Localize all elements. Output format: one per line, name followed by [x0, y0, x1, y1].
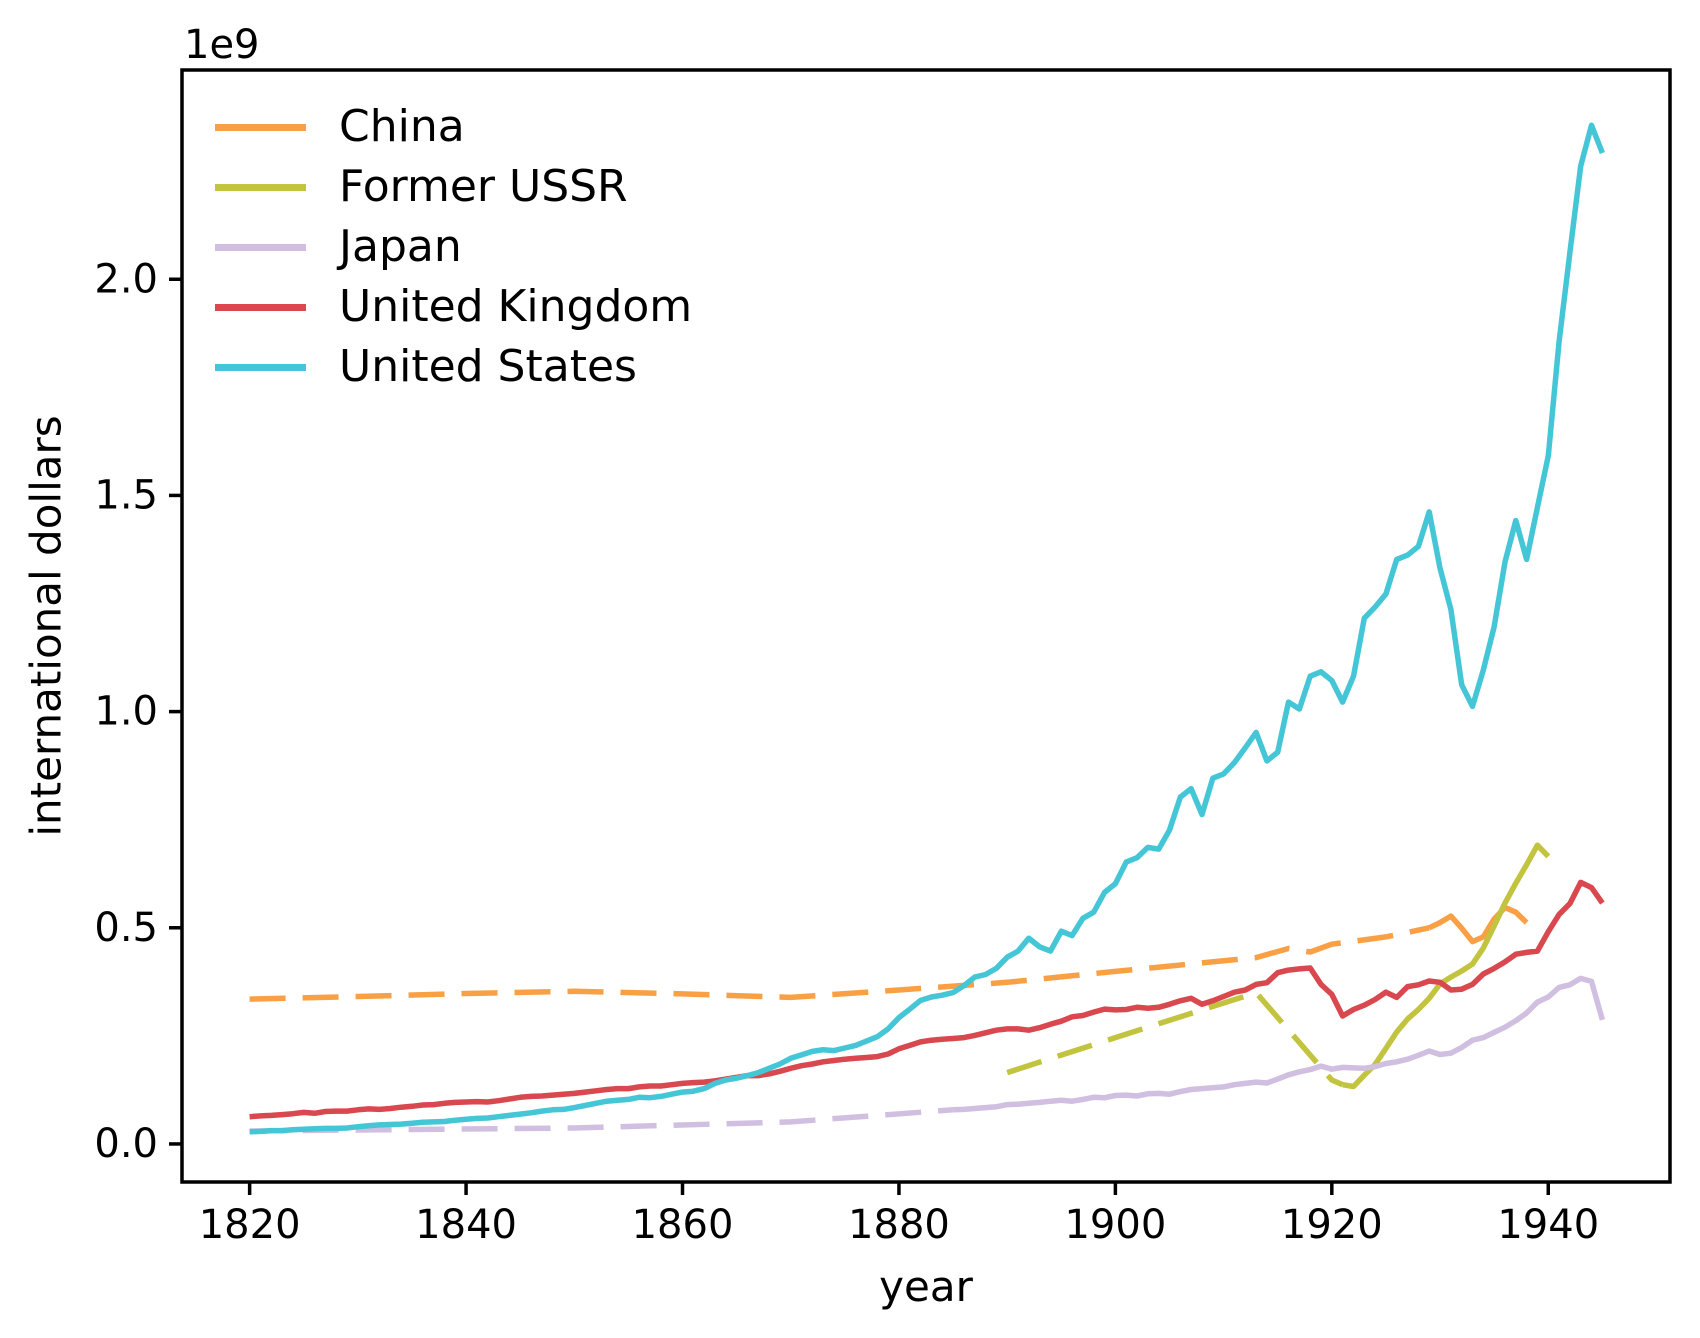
legend-entry-china: China [215, 97, 692, 157]
x-tick-label-1860: 1860 [632, 1202, 734, 1248]
legend-swatch-former-ussr [215, 183, 306, 191]
legend-entry-united-states: United States [215, 337, 692, 397]
legend-label-china: China [339, 101, 465, 152]
line-china-solid [1428, 904, 1529, 945]
x-tick-label-1820: 1820 [199, 1202, 301, 1248]
x-tick-label-1840: 1840 [415, 1202, 517, 1248]
legend-entry-japan: Japan [215, 217, 692, 277]
line-former-ussr-solid [1342, 842, 1551, 1090]
x-axis-label: year [879, 1262, 973, 1311]
y-tick-label-1.0: 1.0 [94, 689, 158, 735]
legend-entry-former-ussr: Former USSR [215, 157, 692, 217]
y-axis-label: international dollars [21, 415, 71, 837]
legend-label-former-ussr: Former USSR [339, 161, 628, 212]
legend-swatch-united-kingdom [215, 303, 306, 311]
y-tick-label-2.0: 2.0 [94, 256, 158, 302]
axis-offset-text: 1e9 [184, 22, 260, 68]
x-tick-label-1900: 1900 [1064, 1202, 1166, 1248]
x-tick-label-1880: 1880 [848, 1202, 950, 1248]
line-japan-solid [952, 975, 1606, 1113]
y-tick-label-1.5: 1.5 [94, 472, 158, 518]
line-united-states-solid [249, 122, 1605, 1135]
x-tick-label-1920: 1920 [1281, 1202, 1383, 1248]
plot-border [180, 68, 1672, 1184]
y-tick-label-0.0: 0.0 [94, 1121, 158, 1167]
legend-swatch-japan [215, 243, 306, 251]
x-tick-label-1940: 1940 [1497, 1202, 1599, 1248]
legend-label-united-kingdom: United Kingdom [339, 281, 693, 332]
legend-entry-united-kingdom: United Kingdom [215, 277, 692, 337]
legend-label-japan: Japan [339, 221, 462, 272]
line-former-ussr-dashed [1006, 989, 1344, 1088]
legend-label-united-states: United States [339, 341, 637, 392]
legend: China Former USSR Japan United Kingdom Unite… [215, 97, 692, 397]
legend-swatch-united-states [215, 363, 306, 371]
line-united-kingdom-solid [249, 879, 1605, 1120]
y-tick-label-0.5: 0.5 [94, 905, 158, 951]
line-china-dashed [249, 925, 1430, 1002]
legend-swatch-china [215, 123, 306, 131]
line-japan-dashed [249, 1107, 954, 1134]
